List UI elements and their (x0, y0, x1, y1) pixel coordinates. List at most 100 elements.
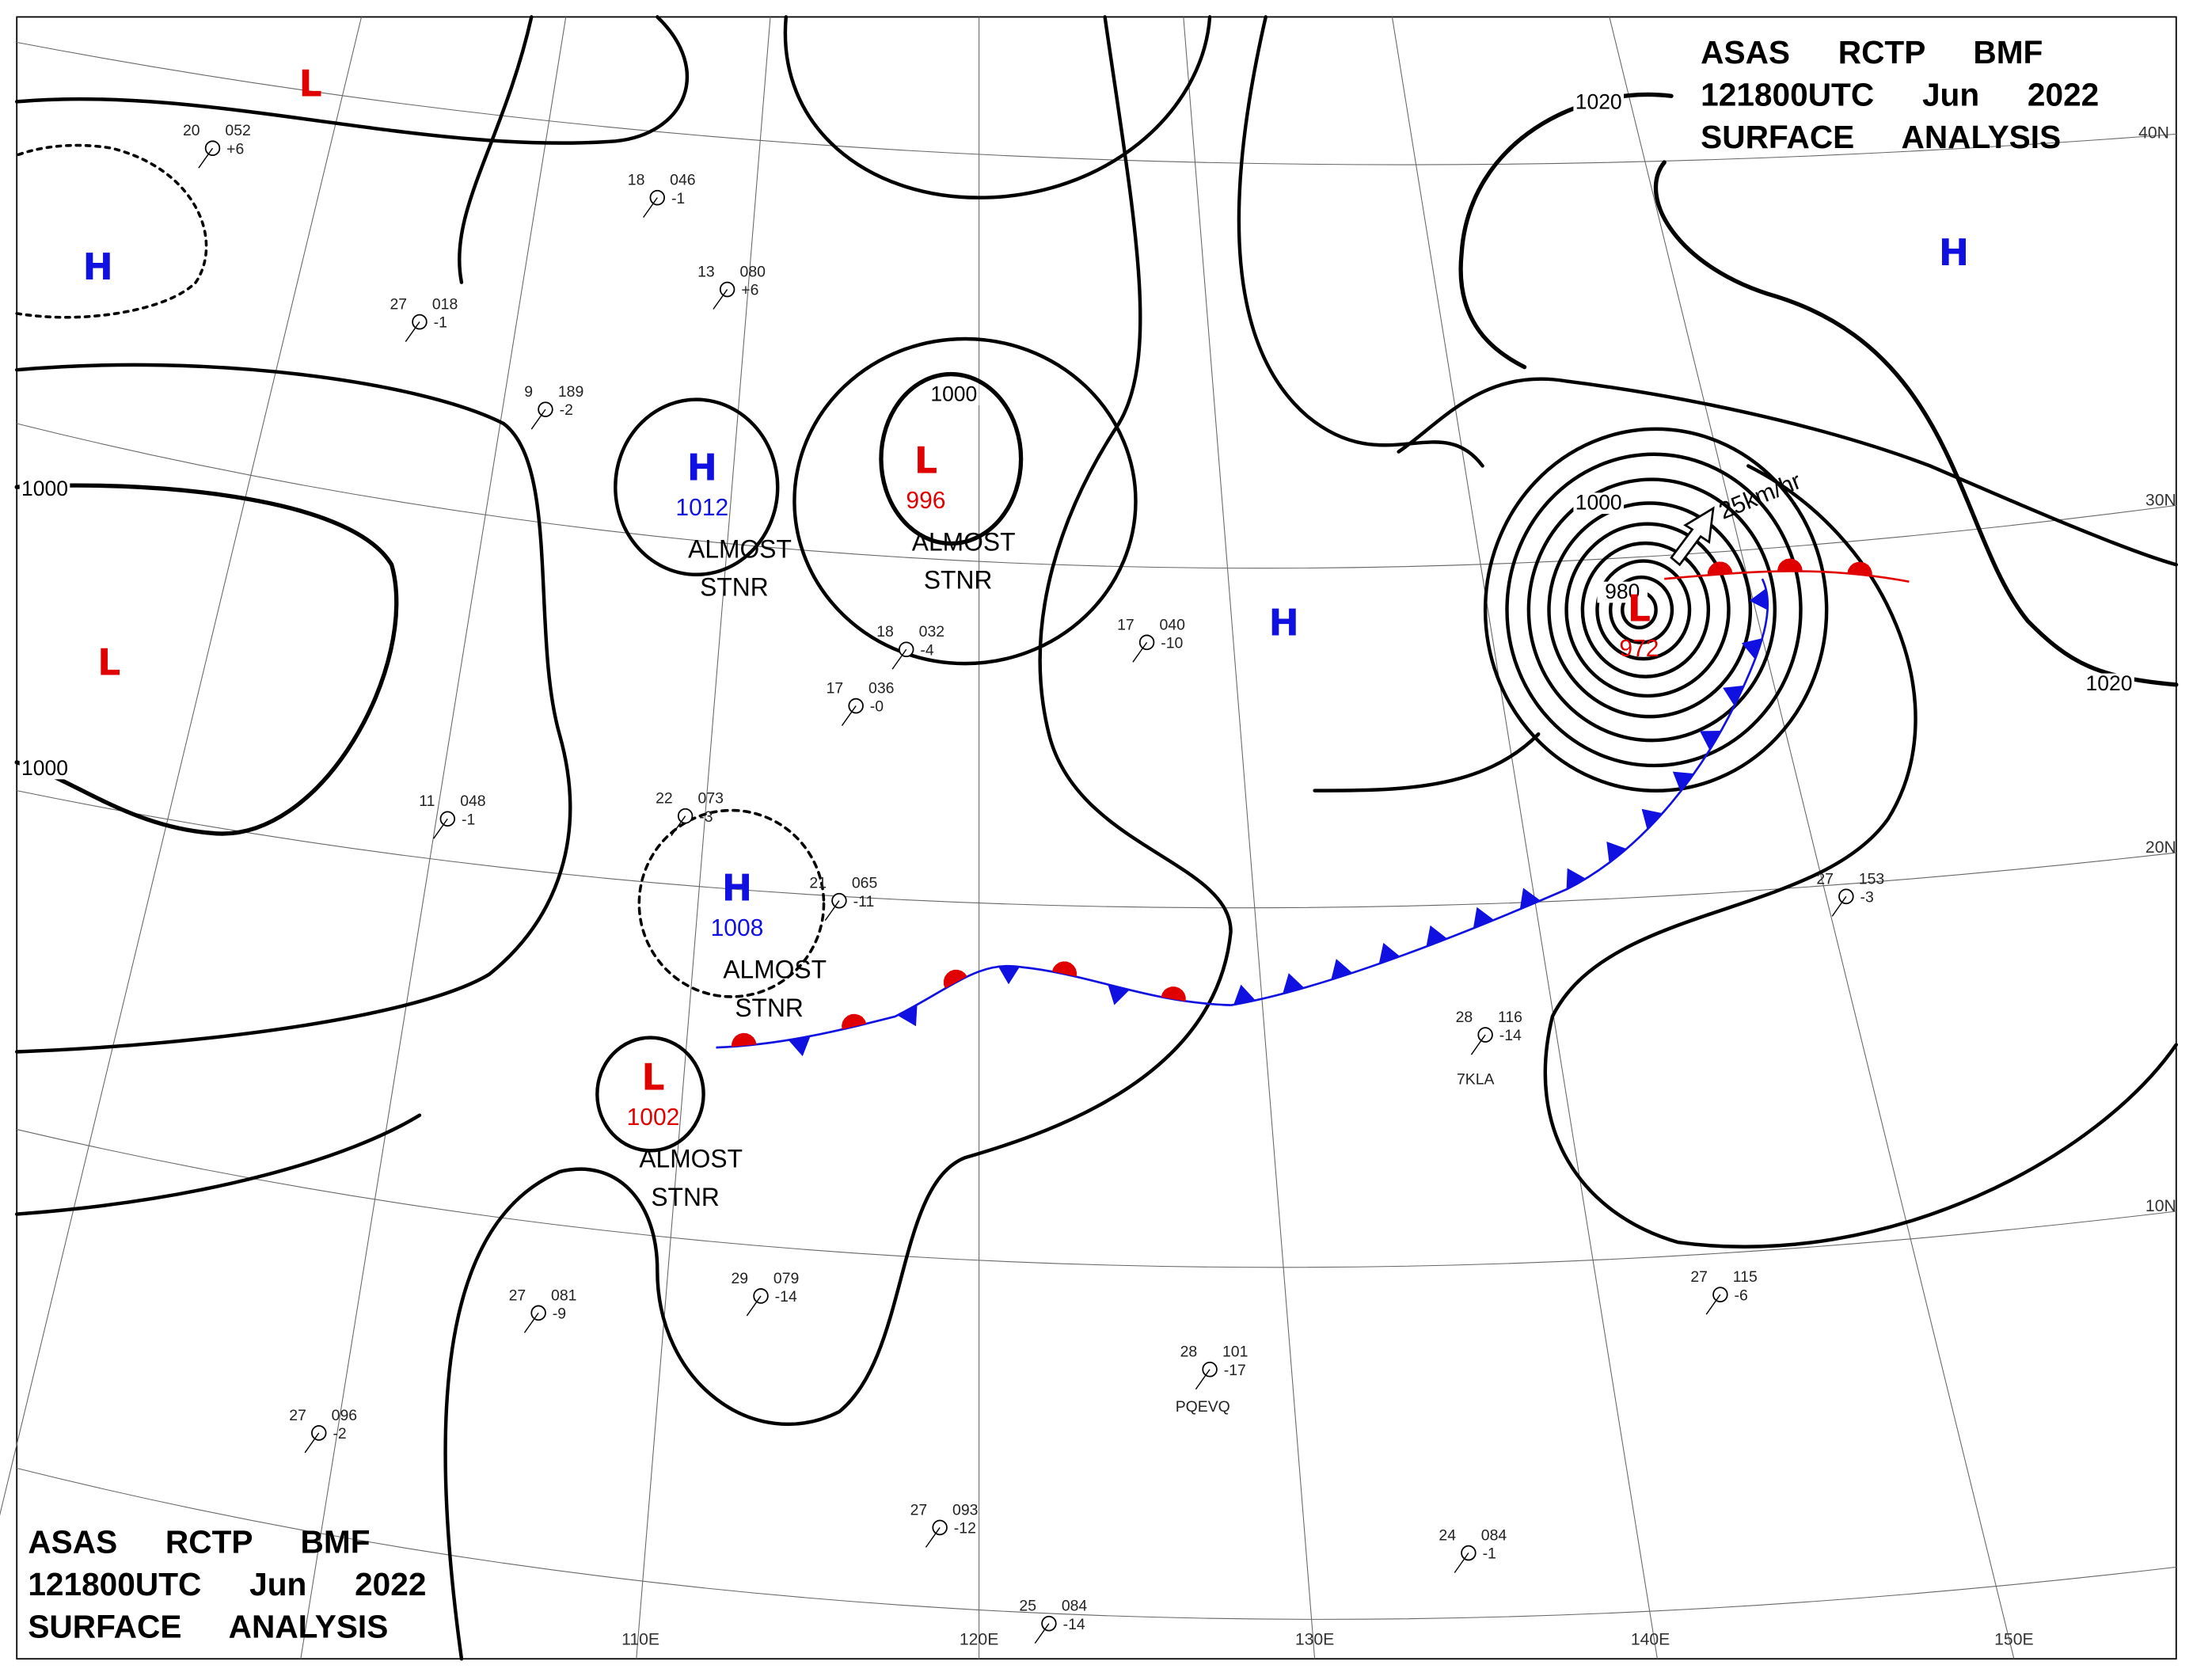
cold-front-symbol (1331, 959, 1353, 980)
station-pressure: 101 (1222, 1344, 1248, 1361)
central-pressure: 1008 (711, 915, 764, 941)
cold-front-symbol (1749, 587, 1769, 611)
station-tendency: -6 (1735, 1287, 1748, 1304)
isobar-label: 1020 (2086, 671, 2133, 695)
station-tendency: -12 (954, 1519, 976, 1537)
station-pressure: 032 (919, 623, 944, 640)
station-tendency: +6 (741, 282, 758, 299)
label-backing (2084, 673, 2134, 695)
map-frame (16, 16, 2177, 1660)
station-tendency: -1 (434, 314, 447, 332)
pressure-center: L (97, 640, 120, 683)
cold-front-symbol (1641, 808, 1663, 830)
isobar (595, 1036, 705, 1153)
station-tendency: -17 (1224, 1362, 1246, 1379)
isobar-label: 980 (1605, 580, 1640, 603)
station-pressure: 065 (852, 875, 878, 892)
meridian (636, 17, 771, 1659)
cold-front-symbol (1108, 984, 1130, 1005)
isobar (457, 15, 534, 284)
isobar (1237, 15, 1484, 468)
station-pressure: 081 (551, 1287, 576, 1304)
station-tendency: -14 (1063, 1616, 1085, 1633)
wind-barb (891, 648, 907, 670)
isobar-label: 1000 (21, 477, 68, 500)
isobar (1397, 377, 2179, 567)
meridian (1609, 17, 2015, 1659)
station-pressure: 116 (1498, 1009, 1522, 1026)
pressure-center: H (82, 245, 112, 288)
station (831, 892, 847, 909)
wind-barb (1705, 1294, 1721, 1315)
wind-barb (1132, 641, 1148, 663)
station-pressure: 073 (698, 790, 724, 808)
cold-front-symbol (1283, 973, 1305, 994)
wind-barb (304, 1432, 320, 1454)
isobar (1543, 464, 2179, 1249)
warm-front-symbol (1847, 561, 1872, 576)
station-temp: 25 (1019, 1598, 1036, 1615)
wind-barb (824, 900, 840, 922)
wind-barb (713, 289, 728, 310)
meridian (0, 17, 363, 1516)
pressure-center: H (687, 446, 717, 488)
isobar (14, 363, 572, 1054)
cold-front-symbol (788, 1036, 811, 1057)
warm-front-symbol (1161, 986, 1186, 1002)
station (649, 189, 666, 206)
wind-barb (671, 815, 686, 837)
station-temp: 27 (1816, 870, 1834, 888)
label-backing (1573, 492, 1625, 515)
warm-front-symbol (1707, 561, 1733, 576)
isobar (1609, 575, 1674, 644)
station (1138, 634, 1155, 651)
station-pressure: 036 (868, 679, 894, 697)
footer-line: ASAS RCTP BMF (28, 1523, 370, 1560)
pressure-center: L (914, 439, 937, 481)
cold-front-symbol (998, 965, 1020, 985)
station-temp: 27 (289, 1407, 306, 1424)
fronts (716, 558, 1910, 1057)
parallel (17, 790, 2176, 909)
wind-barb (841, 705, 857, 726)
isobar (792, 336, 1138, 666)
station-pressure: 018 (432, 295, 458, 313)
station-temp: 21 (809, 875, 827, 892)
station-pressure: 040 (1159, 616, 1185, 633)
station-temp: 11 (419, 792, 435, 810)
station-tendency: -1 (462, 811, 475, 828)
footer-line: 121800UTC Jun 2022 (28, 1566, 426, 1602)
station-temp: 24 (1439, 1526, 1456, 1544)
isobar (1526, 477, 1777, 743)
wind-barb (1470, 1034, 1486, 1055)
longitude-label: 120E (960, 1629, 998, 1648)
isobar (14, 15, 690, 145)
cold-front-symbol (1741, 638, 1763, 660)
wind-barb (1454, 1553, 1469, 1573)
wind-barb (523, 1312, 539, 1333)
header-line: SURFACE ANALYSIS (1701, 119, 2061, 155)
station-pressure: 189 (558, 383, 583, 401)
meridian (300, 17, 567, 1659)
station (1838, 888, 1854, 905)
isobar-dashed (637, 808, 826, 998)
station-tendency: -14 (775, 1288, 797, 1306)
stationary-front (716, 964, 1231, 1049)
isobar-label: 1000 (930, 382, 977, 405)
station-temp: 17 (827, 679, 844, 697)
station-temp: 22 (656, 790, 673, 808)
wind-barb (1034, 1623, 1050, 1644)
parallel (17, 423, 2176, 569)
warm-front-symbol (842, 1013, 867, 1030)
station-tendency: -9 (553, 1305, 566, 1322)
station-tendency: -3 (1860, 888, 1874, 906)
isobar (1580, 541, 1711, 678)
cold-front-symbol (1723, 685, 1744, 706)
cold-front-symbol (1473, 907, 1495, 929)
isobar (614, 397, 780, 576)
label-backing (19, 478, 70, 500)
isobar (1547, 501, 1753, 719)
parallel (17, 1129, 2176, 1268)
station-tendency: -2 (560, 401, 573, 419)
header-line: 121800UTC Jun 2022 (1701, 77, 2099, 113)
